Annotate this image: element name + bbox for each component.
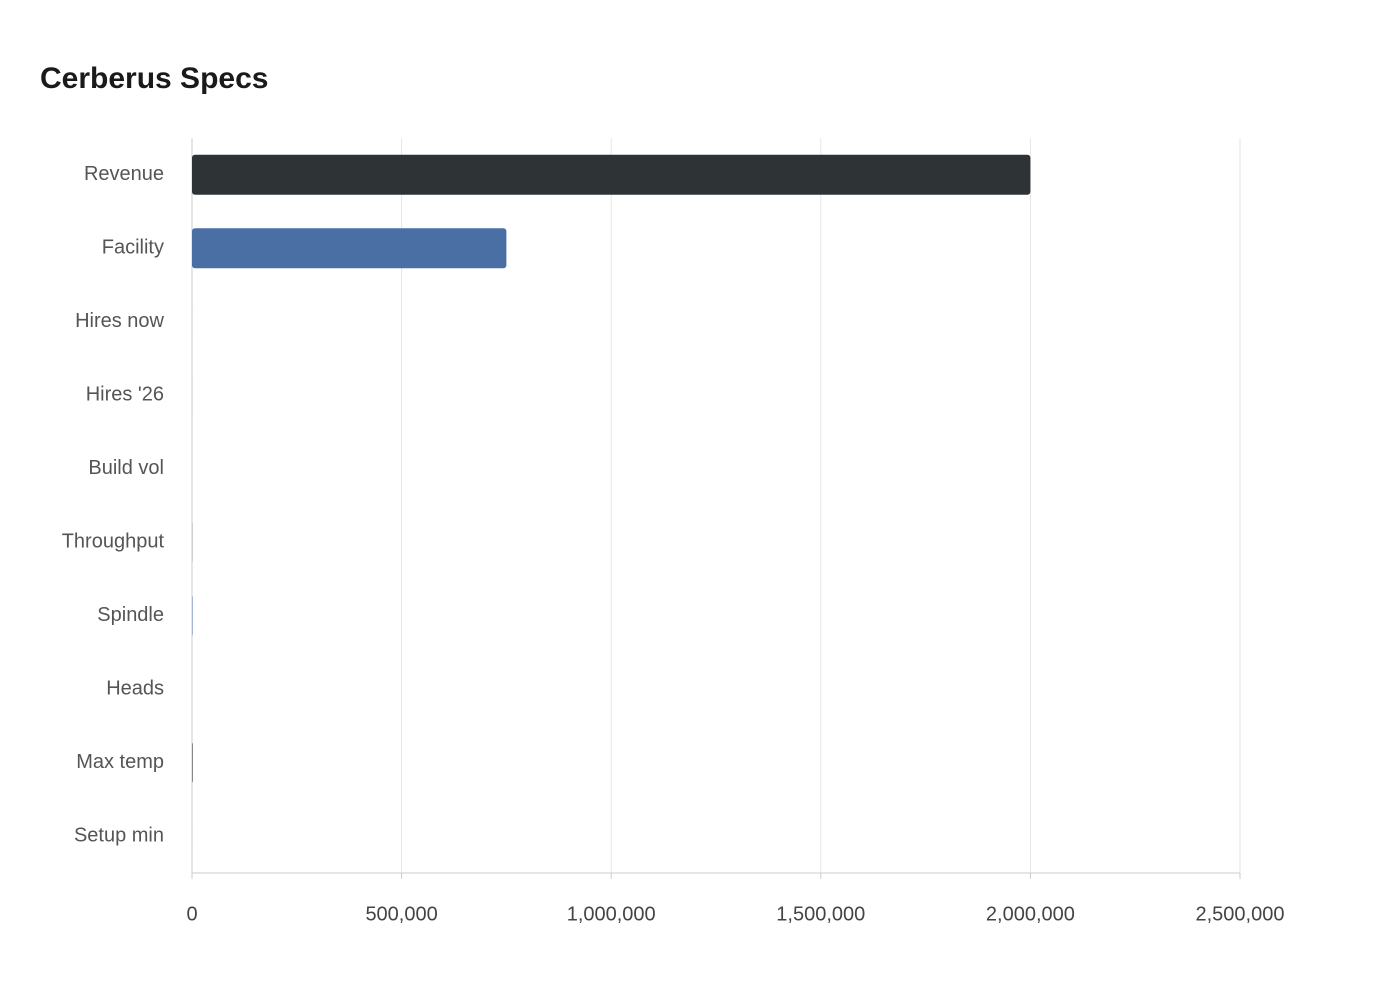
x-tick-label: 0: [186, 903, 197, 925]
x-tick-label: 1,000,000: [567, 903, 656, 925]
bar: [192, 742, 193, 783]
y-tick-label: Setup min: [74, 825, 164, 847]
y-tick-label: Spindle: [97, 604, 164, 626]
y-tick-label: Build vol: [88, 457, 164, 479]
y-tick-label: Hires '26: [86, 384, 164, 406]
y-tick-label: Heads: [106, 678, 164, 700]
y-tick-label: Hires now: [75, 310, 164, 332]
bar: [192, 154, 1031, 195]
x-tick-label: 2,000,000: [986, 903, 1075, 925]
y-tick-label: Revenue: [84, 163, 164, 185]
bar: [192, 595, 193, 636]
x-tick-label: 500,000: [365, 903, 437, 925]
y-tick-label: Throughput: [62, 531, 165, 553]
y-tick-label: Max temp: [76, 751, 164, 773]
y-tick-label: Facility: [102, 237, 164, 259]
x-tick-label: 1,500,000: [776, 903, 865, 925]
x-tick-label: 2,500,000: [1196, 903, 1285, 925]
chart-title: Cerberus Specs: [40, 62, 268, 95]
bar: [192, 228, 507, 269]
